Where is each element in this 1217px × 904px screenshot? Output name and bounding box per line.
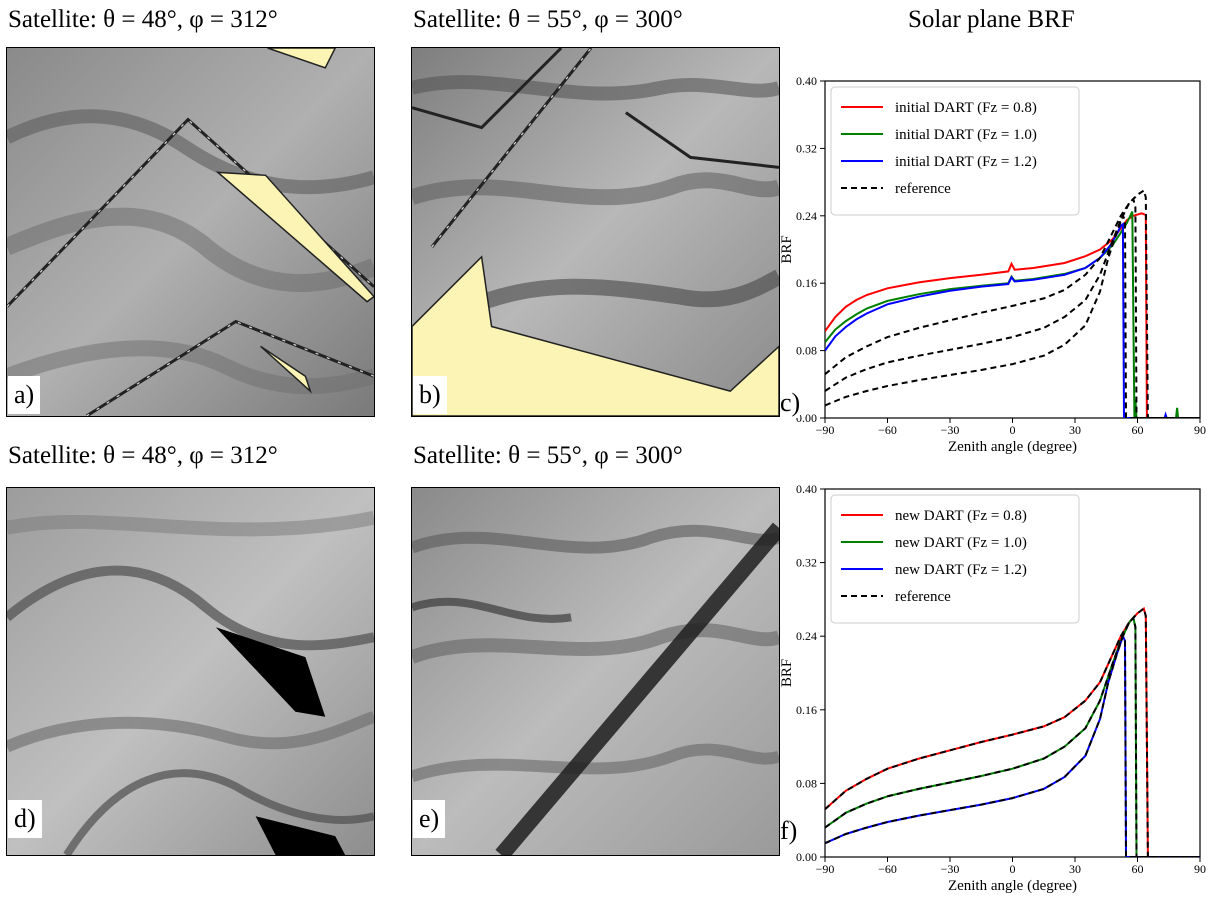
legend-label: new DART (Fz = 1.0) xyxy=(895,535,1027,551)
sunlit-hole xyxy=(215,171,374,303)
title-panel-d: Satellite: θ = 48°, φ = 312° xyxy=(8,442,278,469)
panel-label-c: c) xyxy=(780,388,801,418)
series-line-4 xyxy=(825,615,1200,857)
x-tick-label: 90 xyxy=(1194,862,1206,876)
series-line-5 xyxy=(825,213,1200,418)
y-tick-label: 0.40 xyxy=(796,74,817,88)
sunlit-ground xyxy=(412,255,779,416)
y-tick-label: 0.24 xyxy=(796,209,817,223)
x-tick-label: 30 xyxy=(1069,862,1081,876)
legend-label: initial DART (Fz = 1.2) xyxy=(895,154,1037,170)
x-tick-label: −30 xyxy=(941,862,960,876)
x-tick-label: 30 xyxy=(1069,423,1081,437)
title-panel-e: Satellite: θ = 55°, φ = 300° xyxy=(413,442,683,469)
x-tick-label: −30 xyxy=(941,423,960,437)
x-tick-label: −90 xyxy=(816,423,835,437)
title-panel-b: Satellite: θ = 55°, φ = 300° xyxy=(413,6,683,33)
title-panel-c: Solar plane BRF xyxy=(908,6,1075,33)
legend-label: initial DART (Fz = 0.8) xyxy=(895,100,1037,116)
y-tick-label: 0.24 xyxy=(796,629,817,643)
legend-label: reference xyxy=(895,589,951,605)
x-tick-label: 60 xyxy=(1132,423,1144,437)
rendered-image-d xyxy=(6,487,375,856)
legend-label: reference xyxy=(895,181,951,197)
legend-label: new DART (Fz = 1.2) xyxy=(895,562,1027,578)
panel-label-b: b) xyxy=(413,376,447,414)
x-tick-label: −90 xyxy=(816,862,835,876)
y-tick-label: 0.32 xyxy=(796,141,817,155)
legend-label: initial DART (Fz = 1.0) xyxy=(895,127,1037,143)
series-line-2 xyxy=(825,222,1200,418)
y-tick-label: 0.40 xyxy=(796,482,817,496)
shadow-region xyxy=(255,816,346,855)
x-axis-label: Zenith angle (degree) xyxy=(948,878,1077,894)
x-tick-label: 60 xyxy=(1132,862,1144,876)
series-line-0 xyxy=(825,212,1200,418)
y-tick-label: 0.16 xyxy=(796,276,817,290)
series-line-4 xyxy=(825,196,1200,418)
chart-f-svg: −90 −60 −30 0 30 60 90 0.00 0.08 0.16 0.24 0.32 0.40… xyxy=(779,482,1206,894)
chart-c-svg: −90 −60 −30 0 30 60 90 0.00 0.08 0.16 0.24 0.32 0.40… xyxy=(779,74,1206,455)
y-tick-label: 0.00 xyxy=(796,411,817,425)
sunlit-hole xyxy=(267,48,337,69)
sunlit-hole xyxy=(260,345,312,394)
panel-label-d: d) xyxy=(8,800,42,838)
y-tick-label: 0.08 xyxy=(796,776,817,790)
legend-label: new DART (Fz = 0.8) xyxy=(895,508,1027,524)
y-tick-label: 0.32 xyxy=(796,556,817,570)
legend-box xyxy=(830,494,1080,624)
y-axis-label: BRF xyxy=(780,235,795,263)
brf-chart-f: −90 −60 −30 0 30 60 90 0.00 0.08 0.16 0.24 0.32 0.40… xyxy=(779,478,1217,899)
panel-label-f: f) xyxy=(780,816,798,846)
shadow-region xyxy=(215,627,326,717)
rendered-image-e xyxy=(411,487,780,856)
y-tick-label: 0.08 xyxy=(796,344,817,358)
rendered-image-a xyxy=(6,47,375,417)
panel-label-e: e) xyxy=(413,800,446,838)
series-line-3 xyxy=(825,188,1200,418)
series-line-3 xyxy=(825,606,1200,857)
x-tick-label: −60 xyxy=(878,862,897,876)
rendered-image-b xyxy=(411,47,780,417)
y-tick-label: 0.00 xyxy=(796,850,817,864)
x-tick-label: 0 xyxy=(1010,862,1016,876)
series-line-5 xyxy=(825,633,1200,857)
y-tick-label: 0.16 xyxy=(796,703,817,717)
x-tick-label: 0 xyxy=(1010,423,1016,437)
brf-chart-c: −90 −60 −30 0 30 60 90 0.00 0.08 0.16 0.24 0.32 0.40… xyxy=(779,40,1217,470)
legend-box xyxy=(830,86,1080,216)
title-panel-a: Satellite: θ = 48°, φ = 312° xyxy=(8,6,278,33)
panel-label-a: a) xyxy=(8,376,41,414)
x-tick-label: −60 xyxy=(878,423,897,437)
y-axis-label: BRF xyxy=(780,659,795,687)
x-tick-label: 90 xyxy=(1194,423,1206,437)
x-axis-label: Zenith angle (degree) xyxy=(948,439,1077,455)
